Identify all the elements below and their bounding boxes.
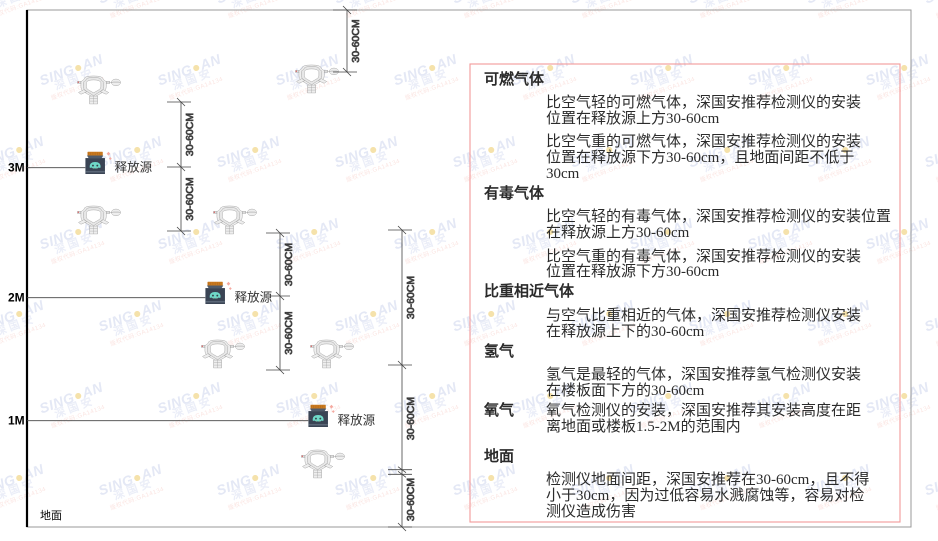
- svg-text:30-60CM: 30-60CM: [405, 276, 417, 319]
- svg-text:30-60CM: 30-60CM: [405, 478, 417, 521]
- svg-text:30-60CM: 30-60CM: [283, 311, 295, 354]
- svg-text:释放源: 释放源: [115, 159, 153, 174]
- svg-text:释放源: 释放源: [235, 289, 273, 304]
- svg-text:释放源: 释放源: [338, 412, 376, 427]
- svg-text:30-60CM: 30-60CM: [405, 397, 417, 440]
- svg-text:30-60CM: 30-60CM: [283, 243, 295, 286]
- svg-text:2M: 2M: [8, 291, 25, 305]
- svg-text:1M: 1M: [8, 414, 25, 428]
- svg-text:30-60CM: 30-60CM: [350, 19, 362, 62]
- svg-text:30-60CM: 30-60CM: [184, 177, 196, 220]
- svg-text:3M: 3M: [8, 161, 25, 175]
- svg-text:30-60CM: 30-60CM: [184, 113, 196, 156]
- svg-text:地面: 地面: [40, 509, 62, 522]
